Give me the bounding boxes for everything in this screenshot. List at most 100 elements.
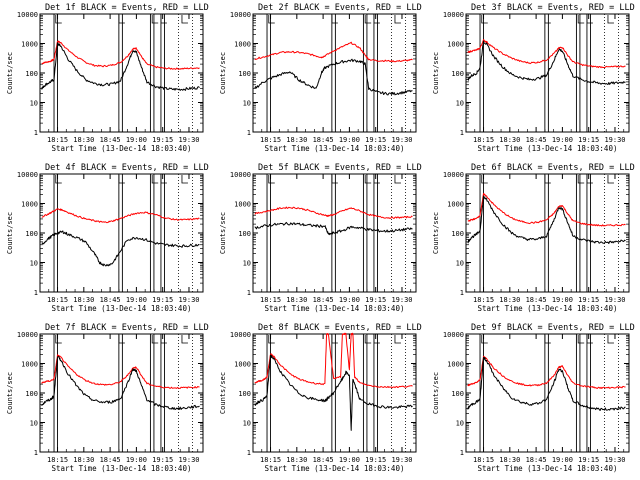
panel-title: Det 7f BLACK = Events, RED = LLD — [45, 323, 209, 333]
series-events-line — [41, 42, 200, 91]
x-tick-label: 18:45 — [526, 456, 547, 464]
x-axis-label: Start Time (13-Dec-14 18:03:40) — [52, 304, 192, 313]
flag-marker — [394, 335, 401, 344]
flag-marker — [481, 175, 488, 184]
y-tick-label: 10 — [30, 100, 38, 108]
series-events-line — [467, 195, 626, 244]
y-tick-label: 10 — [30, 260, 38, 268]
y-tick-label: 10 — [243, 260, 251, 268]
panel-det-9: Det 9f BLACK = Events, RED = LLD 1 10 100 10… — [432, 323, 635, 473]
plot-frame — [39, 13, 204, 133]
x-tick-label: 19:15 — [365, 136, 386, 144]
y-tick-label: 100 — [451, 390, 464, 398]
y-tick-label: 1 — [460, 129, 464, 137]
panel-det-8: Det 8f BLACK = Events, RED = LLD 1 10 100 10… — [219, 323, 422, 473]
flag-marker — [544, 335, 551, 344]
flag-marker — [331, 175, 338, 184]
panel-det-6: Det 6f BLACK = Events, RED = LLD 1 10 100 10… — [432, 163, 635, 313]
x-tick-label: 19:00 — [552, 136, 573, 144]
panel-title: Det 6f BLACK = Events, RED = LLD — [471, 163, 635, 173]
series-events-line — [467, 40, 626, 85]
flag-marker — [586, 335, 593, 344]
y-tick-label: 10 — [456, 260, 464, 268]
y-axis-label: Counts/sec — [432, 372, 440, 414]
flag-marker — [373, 175, 380, 184]
panel-title: Det 5f BLACK = Events, RED = LLD — [258, 163, 422, 173]
x-tick-label: 18:15 — [47, 296, 68, 304]
flag-marker — [55, 175, 62, 184]
y-axis-label: Counts/sec — [219, 52, 227, 94]
y-tick-label: 10000 — [17, 331, 38, 339]
x-tick-label: 18:30 — [73, 296, 94, 304]
x-tick-label: 19:15 — [152, 456, 173, 464]
x-tick-label: 18:45 — [313, 456, 334, 464]
y-tick-label: 1 — [34, 289, 38, 297]
y-tick-label: 10 — [243, 420, 251, 428]
x-tick-label: 19:00 — [126, 136, 147, 144]
flag-marker — [586, 175, 593, 184]
series-lld-line — [254, 332, 413, 389]
flag-marker — [160, 335, 167, 344]
y-axis-label: Counts/sec — [432, 212, 440, 254]
y-tick-label: 1000 — [21, 41, 38, 49]
x-tick-label: 19:30 — [391, 296, 412, 304]
flag-marker — [268, 335, 275, 344]
y-tick-label: 100 — [238, 230, 251, 238]
y-axis-label: Counts/sec — [219, 372, 227, 414]
flag-marker — [373, 335, 380, 344]
flag-marker — [160, 15, 167, 24]
y-tick-label: 1000 — [21, 361, 38, 369]
y-tick-label: 100 — [25, 70, 38, 78]
flag-marker — [268, 15, 275, 24]
flag-marker — [577, 175, 585, 184]
panel-title: Det 9f BLACK = Events, RED = LLD — [471, 323, 635, 333]
x-tick-label: 18:30 — [286, 296, 307, 304]
plot-frame — [252, 333, 417, 453]
panel-det-5: Det 5f BLACK = Events, RED = LLD 1 10 100 10… — [219, 163, 422, 313]
flag-marker — [151, 15, 159, 24]
series-lld-line — [254, 206, 413, 219]
x-tick-label: 19:15 — [578, 456, 599, 464]
x-tick-label: 18:45 — [313, 136, 334, 144]
y-tick-label: 10000 — [17, 11, 38, 19]
x-tick-label: 18:45 — [526, 136, 547, 144]
x-axis-label: Start Time (13-Dec-14 18:03:40) — [265, 464, 405, 473]
plot-frame — [252, 13, 417, 133]
x-tick-label: 18:30 — [73, 136, 94, 144]
flag-marker — [364, 175, 372, 184]
x-tick-label: 19:15 — [365, 456, 386, 464]
y-tick-label: 100 — [238, 390, 251, 398]
flag-marker — [577, 335, 585, 344]
x-tick-label: 18:15 — [47, 456, 68, 464]
x-tick-label: 18:45 — [526, 296, 547, 304]
y-tick-label: 10 — [456, 420, 464, 428]
flag-marker — [181, 15, 188, 24]
x-tick-label: 19:00 — [339, 456, 360, 464]
flag-marker — [607, 175, 614, 184]
flag-marker — [544, 15, 551, 24]
series-lld-line — [467, 192, 626, 227]
y-tick-label: 10 — [30, 420, 38, 428]
y-tick-label: 1000 — [234, 201, 251, 209]
x-tick-label: 18:30 — [286, 456, 307, 464]
series-events-line — [254, 221, 413, 236]
x-tick-label: 19:30 — [391, 456, 412, 464]
x-axis-label: Start Time (13-Dec-14 18:03:40) — [265, 304, 405, 313]
series-lld-line — [254, 41, 413, 63]
y-tick-label: 10000 — [230, 171, 251, 179]
x-axis-label: Start Time (13-Dec-14 18:03:40) — [478, 144, 618, 153]
flag-marker — [394, 175, 401, 184]
y-tick-label: 10000 — [443, 331, 464, 339]
y-tick-label: 10000 — [230, 331, 251, 339]
y-axis-label: Counts/sec — [6, 212, 14, 254]
y-tick-label: 100 — [238, 70, 251, 78]
x-tick-label: 18:15 — [473, 296, 494, 304]
series-events-line — [254, 58, 413, 96]
flag-marker — [331, 15, 338, 24]
panel-title: Det 3f BLACK = Events, RED = LLD — [471, 3, 635, 13]
flag-marker — [577, 15, 585, 24]
x-tick-label: 19:00 — [552, 296, 573, 304]
x-tick-label: 19:00 — [339, 296, 360, 304]
x-tick-label: 19:30 — [604, 136, 625, 144]
y-tick-label: 100 — [451, 230, 464, 238]
